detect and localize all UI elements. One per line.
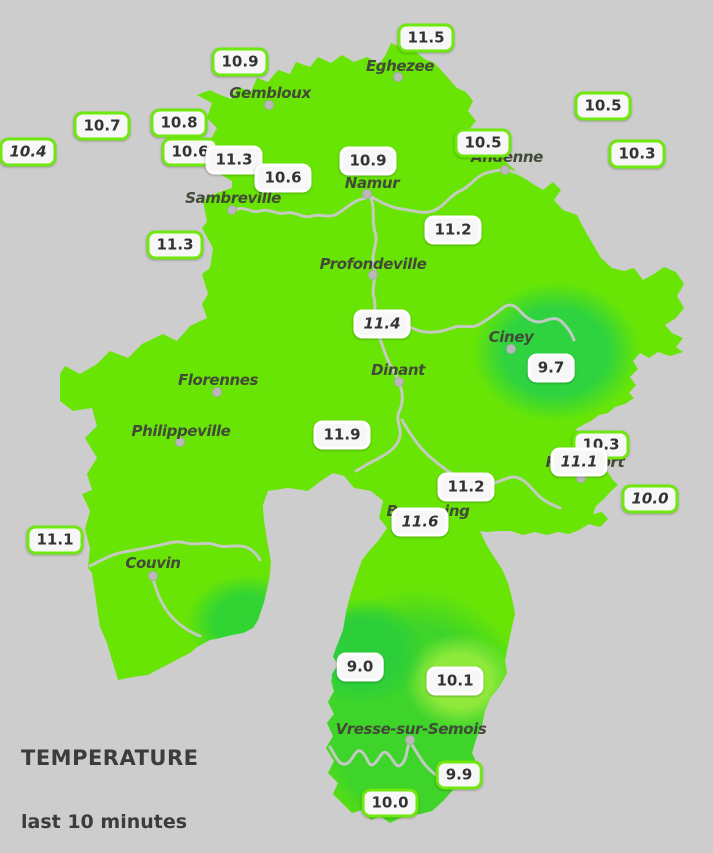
city-label: Florennes xyxy=(177,371,259,389)
temp-badge: 11.2 xyxy=(437,472,495,502)
islet xyxy=(149,508,163,524)
temp-badge: 10.9 xyxy=(211,47,269,77)
temp-badge: 11.1 xyxy=(550,447,608,477)
city-dot xyxy=(264,100,274,110)
city-label: Sambreville xyxy=(185,189,281,207)
city-label: Profondeville xyxy=(319,255,427,273)
temp-badge: 10.0 xyxy=(361,788,419,818)
temp-badge: 9.9 xyxy=(435,760,483,790)
temp-badge: 11.3 xyxy=(205,145,263,175)
city-dot xyxy=(393,72,403,82)
city-dot xyxy=(362,189,372,199)
river-meuse-south xyxy=(354,194,404,473)
city-dot xyxy=(212,387,222,397)
temp-badge: 10.5 xyxy=(574,91,632,121)
temp-badge: 11.9 xyxy=(313,420,371,450)
temp-badge: 10.1 xyxy=(426,666,484,696)
city-dot xyxy=(148,571,158,581)
temp-badge: 10.8 xyxy=(150,108,208,138)
city-label: Eghezee xyxy=(365,57,435,75)
city-label: Gembloux xyxy=(229,84,311,102)
temp-badge: 10.4 xyxy=(0,137,57,167)
temp-badge: 9.0 xyxy=(336,652,384,682)
map-subtitle: last 10 minutes xyxy=(21,810,188,833)
river-semois xyxy=(328,740,448,779)
city-dot xyxy=(500,165,510,175)
title-block: TEMPERATURE last 10 minutes 21-02-2026 |… xyxy=(21,708,236,853)
city-label: Vresse-sur-Semois xyxy=(335,720,487,738)
city-label: Ciney xyxy=(488,328,534,346)
city-dot xyxy=(175,437,185,447)
city-dot xyxy=(405,735,415,745)
city-label: Philippeville xyxy=(131,422,231,440)
river-eau-noire xyxy=(151,575,202,638)
city-label: Dinant xyxy=(371,361,425,379)
city-dot xyxy=(394,377,404,387)
temp-badge: 10.9 xyxy=(339,146,397,176)
river-viroin xyxy=(88,540,262,568)
river-sambre xyxy=(231,194,372,219)
temp-badge: 11.4 xyxy=(353,309,411,339)
temp-badge: 10.7 xyxy=(73,111,131,141)
temp-badge: 11.6 xyxy=(391,507,449,537)
temp-badge: 9.7 xyxy=(527,353,575,383)
city-label: Namur xyxy=(344,174,400,192)
temp-badge: 10.0 xyxy=(621,484,679,514)
france-enclave xyxy=(246,473,387,704)
temp-badge: 11.1 xyxy=(26,525,84,555)
temp-badge: 10.5 xyxy=(454,128,512,158)
city-dot xyxy=(506,344,516,354)
city-dot xyxy=(368,270,378,280)
city-label: Couvin xyxy=(125,554,181,572)
islet xyxy=(292,478,304,489)
map-title: TEMPERATURE xyxy=(21,746,199,770)
city-dot xyxy=(227,205,237,215)
temp-badge: 11.3 xyxy=(146,230,204,260)
temp-badge: 11.2 xyxy=(424,215,482,245)
temp-badge: 10.6 xyxy=(254,163,312,193)
temp-badge: 10.3 xyxy=(608,139,666,169)
temp-badge: 11.5 xyxy=(397,23,455,53)
cool-patch-ciney xyxy=(472,282,640,422)
